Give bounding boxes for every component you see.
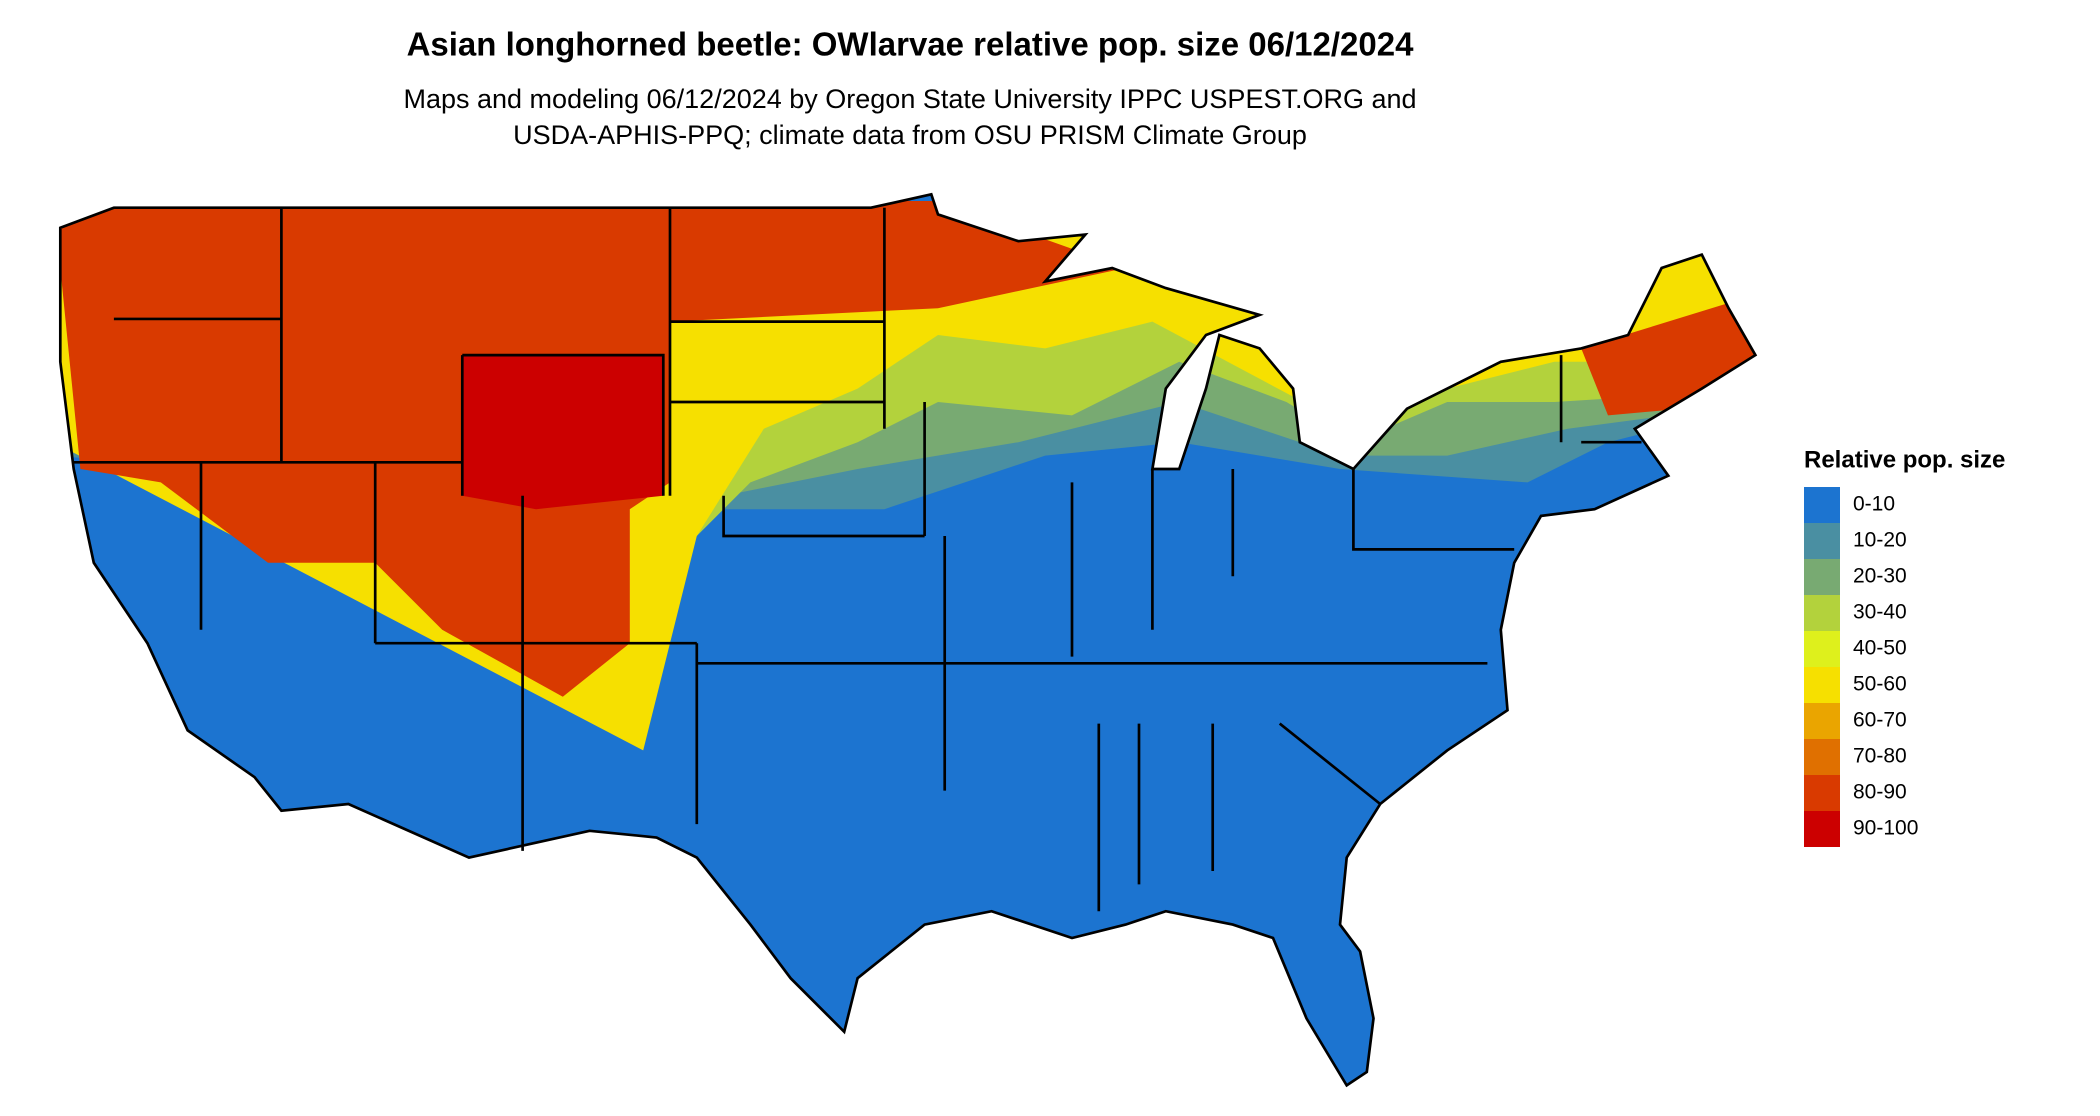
map bbox=[58, 192, 1758, 1088]
legend-label: 50-60 bbox=[1853, 673, 1907, 696]
title: Asian longhorned beetle: OWlarvae relati… bbox=[407, 26, 1415, 63]
legend-swatch bbox=[1804, 487, 1840, 523]
legend-label: 0-10 bbox=[1853, 493, 1895, 516]
legend-swatch bbox=[1804, 631, 1840, 667]
legend-title: Relative pop. size bbox=[1804, 446, 2005, 473]
legend-swatch bbox=[1804, 739, 1840, 775]
subtitle: USDA-APHIS-PPQ; climate data from OSU PR… bbox=[513, 120, 1307, 150]
legend-swatch bbox=[1804, 775, 1840, 811]
subtitle: Maps and modeling 06/12/2024 by Oregon S… bbox=[403, 84, 1416, 114]
legend-swatch bbox=[1804, 703, 1840, 739]
legend-swatch bbox=[1804, 595, 1840, 631]
legend-label: 10-20 bbox=[1853, 529, 1907, 552]
legend-label: 20-30 bbox=[1853, 565, 1907, 588]
legend: 0-10 10-20 20-30 30-40 40-50 50-60 60-70 70-80 8… bbox=[1804, 487, 1918, 847]
legend-label: 30-40 bbox=[1853, 601, 1907, 624]
legend-swatch bbox=[1804, 811, 1840, 847]
legend-swatch bbox=[1804, 523, 1840, 559]
legend-label: 70-80 bbox=[1853, 745, 1907, 768]
legend-swatch bbox=[1804, 559, 1840, 595]
legend-swatch bbox=[1804, 667, 1840, 703]
legend-label: 80-90 bbox=[1853, 781, 1907, 804]
legend-label: 40-50 bbox=[1853, 637, 1907, 660]
legend-label: 90-100 bbox=[1853, 817, 1918, 840]
legend-label: 60-70 bbox=[1853, 709, 1907, 732]
